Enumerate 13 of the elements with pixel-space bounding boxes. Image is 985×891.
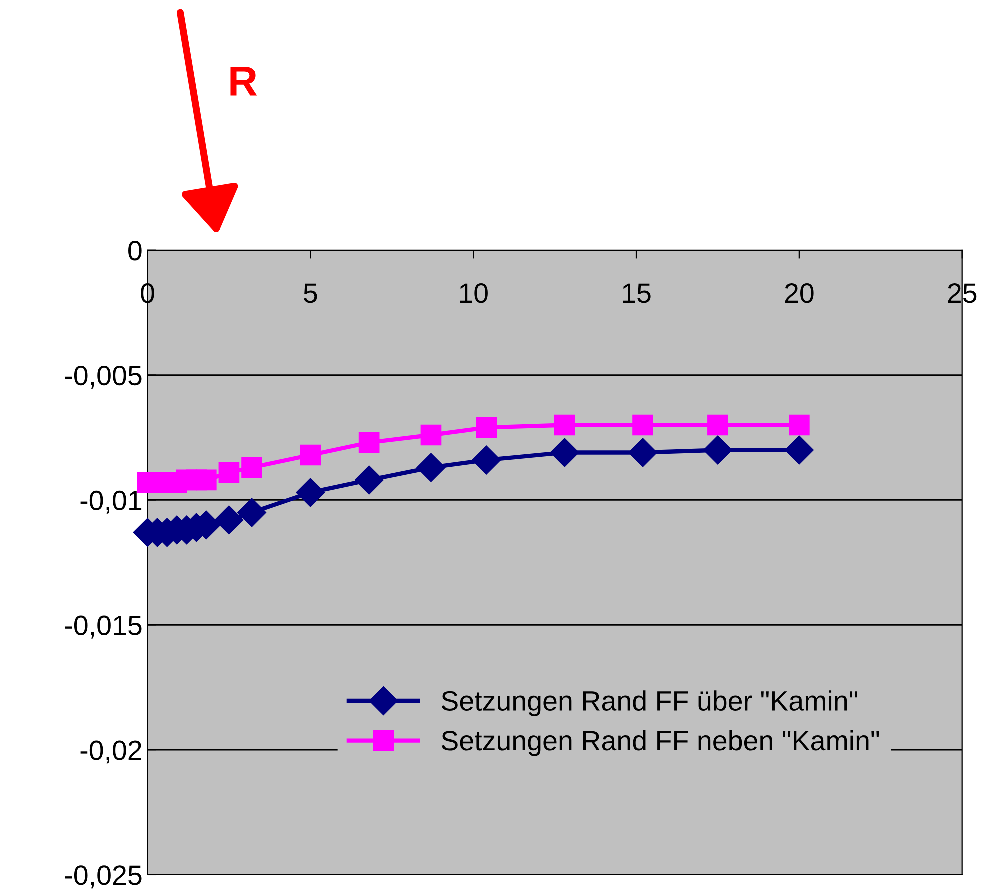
- x-tick-label: 5: [304, 284, 318, 304]
- y-tick-label: -0,01: [80, 490, 142, 514]
- y-tick-label: -0,02: [80, 740, 142, 764]
- y-tick-label: -0,015: [65, 616, 142, 639]
- y-tick-label: -0,005: [65, 366, 142, 389]
- y-tick-label: 0: [128, 241, 142, 261]
- legend-label: Setzungen Rand FF neben "Kamin": [442, 730, 880, 756]
- y-tick-label: -0,025: [65, 866, 142, 889]
- text: R: [230, 67, 258, 96]
- x-tick-label: 15: [623, 284, 651, 304]
- x-tick-label: 20: [785, 284, 814, 304]
- legend-label: Setzungen Rand FF über "Kamin": [442, 690, 858, 716]
- x-tick-label: 10: [460, 284, 488, 304]
